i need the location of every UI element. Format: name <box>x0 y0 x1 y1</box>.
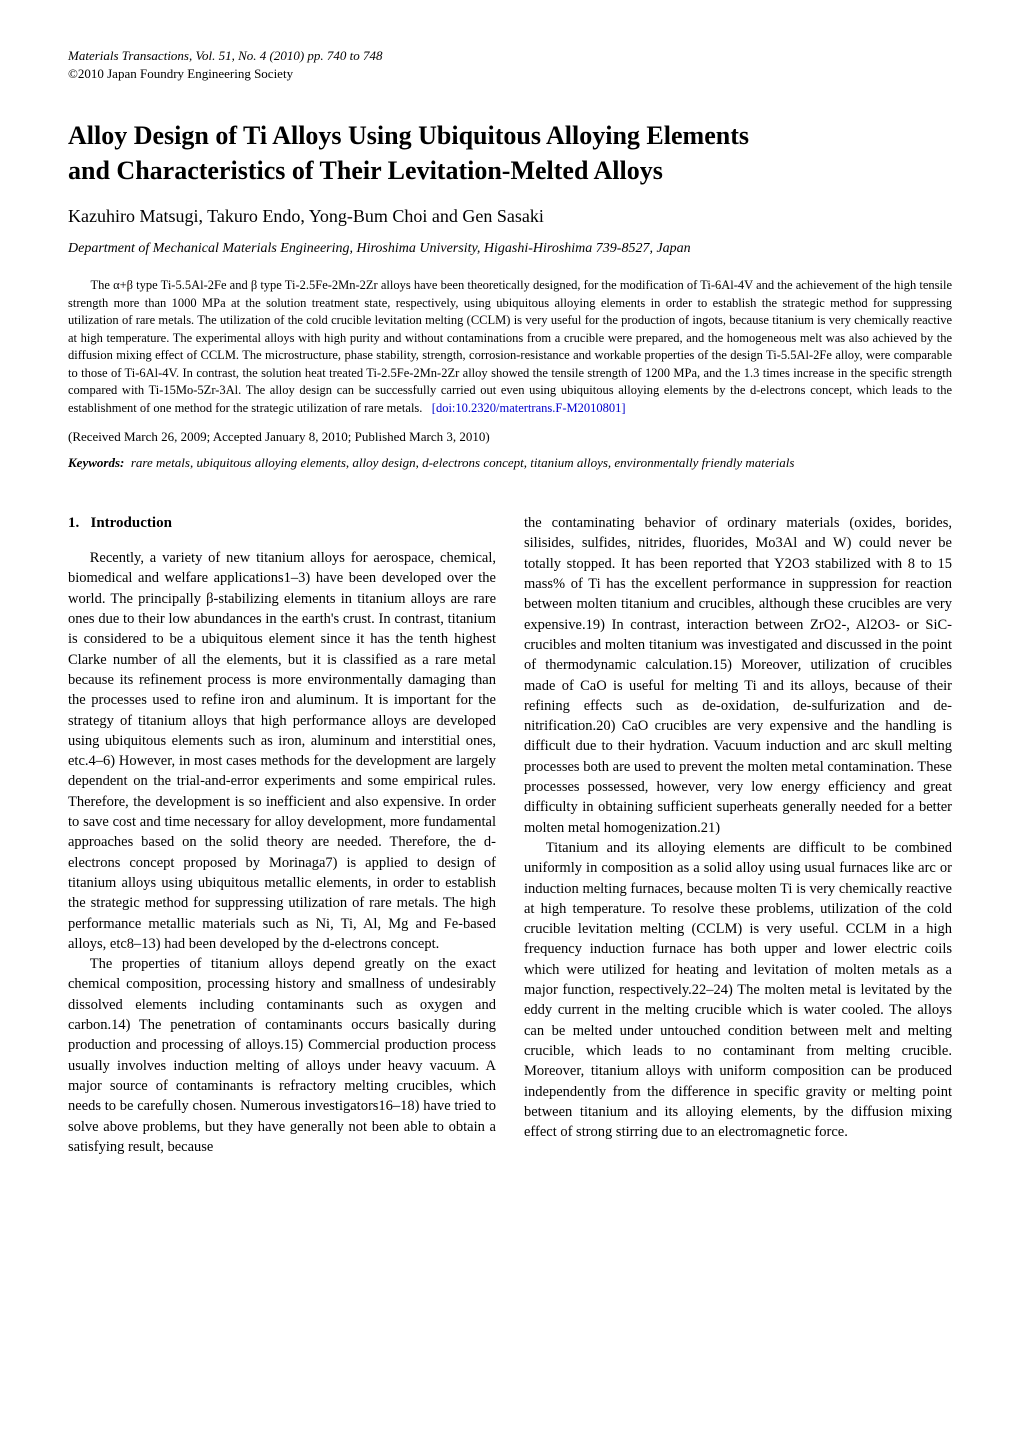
abstract-text: The α+β type Ti-5.5Al-2Fe and β type Ti-… <box>68 278 952 415</box>
affiliation: Department of Mechanical Materials Engin… <box>68 241 952 257</box>
doi-link[interactable]: [doi:10.2320/matertrans.F-M2010801] <box>432 401 626 415</box>
right-column: the contaminating behavior of ordinary m… <box>524 513 952 1157</box>
left-column: 1. Introduction Recently, a variety of n… <box>68 513 496 1157</box>
journal-header: Materials Transactions, Vol. 51, No. 4 (… <box>68 48 952 64</box>
section-title: Introduction <box>91 515 172 531</box>
abstract: The α+β type Ti-5.5Al-2Fe and β type Ti-… <box>68 277 952 417</box>
article-title: Alloy Design of Ti Alloys Using Ubiquito… <box>68 118 952 188</box>
paragraph: Titanium and its alloying elements are d… <box>524 838 952 1142</box>
authors: Kazuhiro Matsugi, Takuro Endo, Yong-Bum … <box>68 206 952 227</box>
copyright-line: ©2010 Japan Foundry Engineering Society <box>68 66 952 82</box>
title-line-2: and Characteristics of Their Levitation-… <box>68 156 663 185</box>
section-number: 1. <box>68 515 79 531</box>
paragraph: the contaminating behavior of ordinary m… <box>524 513 952 838</box>
title-line-1: Alloy Design of Ti Alloys Using Ubiquito… <box>68 121 749 150</box>
keywords-label: Keywords: <box>68 455 124 470</box>
paragraph: The properties of titanium alloys depend… <box>68 954 496 1157</box>
two-column-body: 1. Introduction Recently, a variety of n… <box>68 513 952 1157</box>
received-dates: (Received March 26, 2009; Accepted Janua… <box>68 429 952 445</box>
keywords-line: Keywords: rare metals, ubiquitous alloyi… <box>68 455 952 471</box>
section-heading: 1. Introduction <box>68 513 496 534</box>
paragraph: Recently, a variety of new titanium allo… <box>68 548 496 954</box>
keywords-text: rare metals, ubiquitous alloying element… <box>131 455 795 470</box>
